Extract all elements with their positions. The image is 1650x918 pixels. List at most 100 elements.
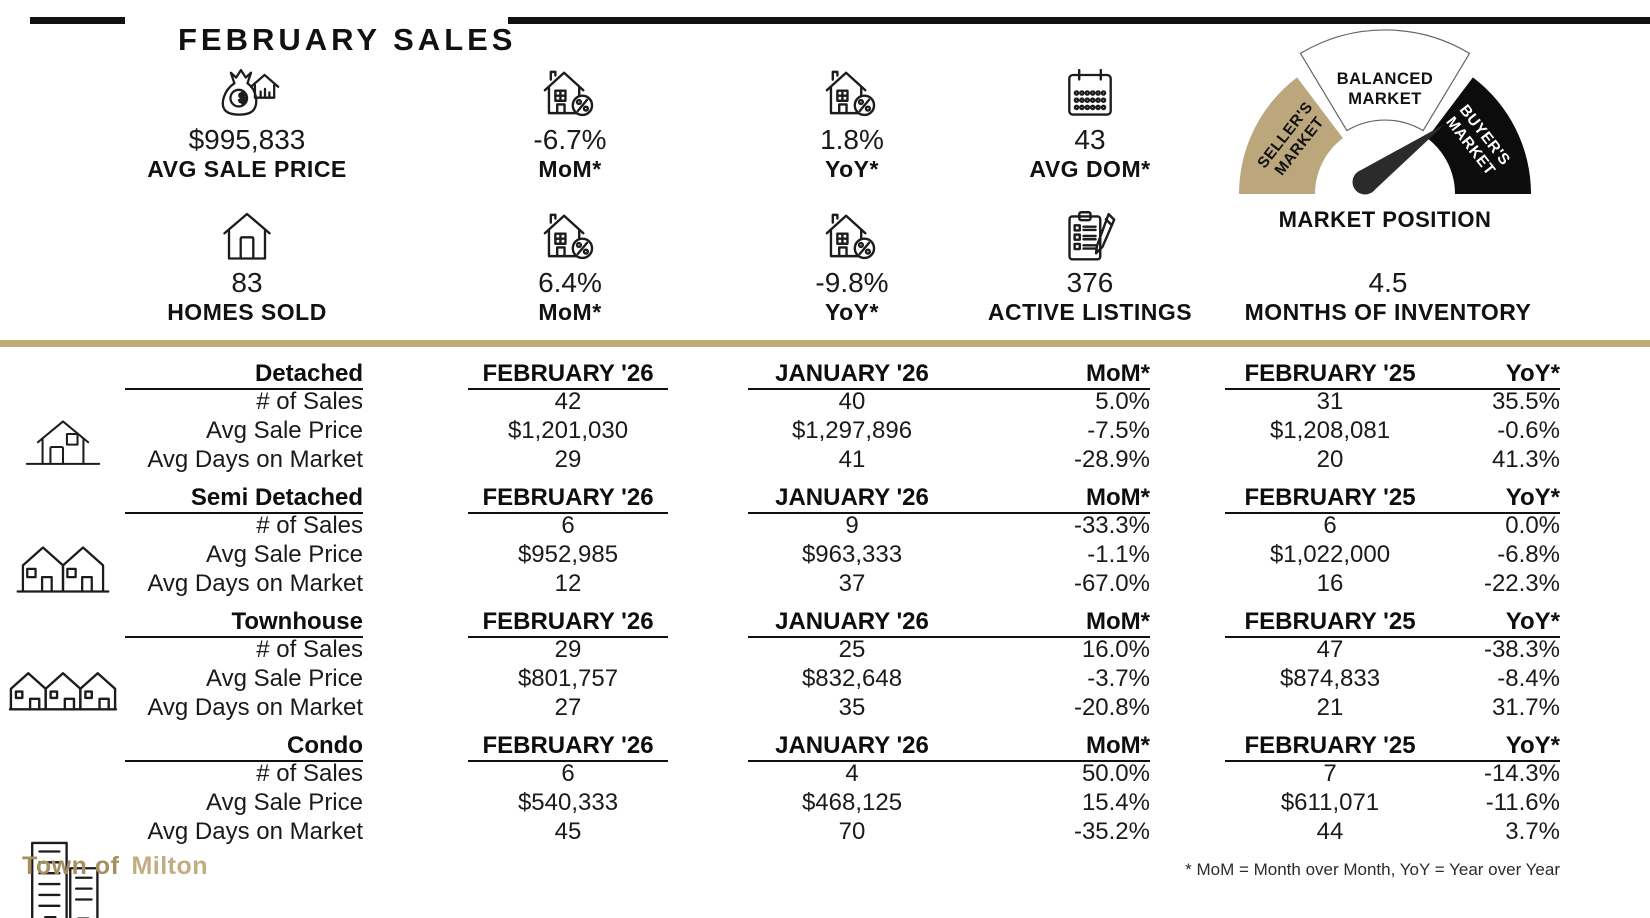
row-label: # of Sales [256,760,363,787]
market-gauge-svg: SELLER'S MARKET BALANCED MARKET BUYER'S … [1239,29,1531,195]
icon-detached [7,412,119,467]
icon-townhouse [7,660,119,713]
cell-february-25: $1,208,081 [1269,417,1391,444]
cell-yoy: 31.7% [1491,694,1560,721]
table-row: Avg Sale Price $1,201,030 $1,297,896 -7.… [125,417,1560,446]
section-header-row: Townhouse FEBRUARY '26 JANUARY '26 MoM* … [125,608,1560,638]
table-row: Avg Sale Price $801,757 $832,648 -3.7% $… [125,665,1560,694]
gauge-needle [1352,124,1445,195]
cell-february-25: 31 [1316,388,1344,415]
table-row: Avg Days on Market 27 35 -20.8% 21 31.7% [125,694,1560,723]
col-header-mom: MoM* [1086,608,1150,635]
col-header-february-26: FEBRUARY '26 [468,608,668,638]
stat-sold-mom: 6.4% MoM* [410,205,730,326]
cell-january-26: $1,297,896 [791,417,913,444]
col-header-february-25: FEBRUARY '25 [1244,608,1416,635]
col-header-february-26: FEBRUARY '26 [468,484,668,514]
property-type-name: Townhouse [125,608,363,638]
cell-mom: -33.3% [1073,512,1150,539]
stat-months-of-inventory: 4.5 MONTHS OF INVENTORY [1228,205,1548,326]
cell-february-25: $611,071 [1280,789,1380,816]
clipboard-pencil-icon [930,205,1250,263]
money-house-icon [87,62,407,120]
stat-value: -9.8% [815,267,889,298]
page-title: FEBRUARY SALES [178,21,517,57]
cell-yoy: -11.6% [1485,789,1560,816]
cell-february-26: 29 [554,636,582,663]
cell-february-26: 12 [554,570,582,597]
cell-mom: 16.0% [1081,636,1150,663]
table-row: # of Sales 29 25 16.0% 47 -38.3% [125,636,1560,665]
row-label: Avg Days on Market [147,818,363,845]
section-divider [0,340,1650,347]
col-header-february-26: FEBRUARY '26 [468,360,668,390]
cell-february-25: 6 [1323,512,1337,539]
cell-january-26: 41 [838,446,866,473]
row-label: # of Sales [256,388,363,415]
section-header-row: Detached FEBRUARY '26 JANUARY '26 MoM* F… [125,360,1560,390]
col-header-yoy: YoY* [1505,608,1560,635]
col-header-january-26: JANUARY '26 [775,484,929,511]
col-header-january-26: JANUARY '26 [775,360,929,387]
cell-mom: -1.1% [1087,541,1150,568]
property-section: Detached FEBRUARY '26 JANUARY '26 MoM* F… [125,360,1560,475]
table-row: Avg Days on Market 45 70 -35.2% 44 3.7% [125,818,1560,847]
house-icon [87,205,407,263]
property-section: Semi Detached FEBRUARY '26 JANUARY '26 M… [125,484,1560,599]
property-section: Townhouse FEBRUARY '26 JANUARY '26 MoM* … [125,608,1560,723]
brand-prefix: Town of [22,852,120,880]
brand-name: Milton [131,852,209,880]
cell-january-26: 70 [838,818,866,845]
header-rule-left [30,17,125,24]
cell-february-26: $952,985 [517,541,619,568]
cell-mom: 5.0% [1095,388,1150,415]
row-label: Avg Days on Market [147,694,363,721]
cell-february-26: $801,757 [517,665,619,692]
row-label: # of Sales [256,636,363,663]
cell-january-26: 4 [845,760,859,787]
cell-february-26: 27 [554,694,582,721]
cell-january-26: 40 [838,388,866,415]
cell-yoy: -0.6% [1497,417,1560,444]
cell-yoy: -14.3% [1483,760,1560,787]
icon-semi [7,534,119,595]
stat-label: MONTHS OF INVENTORY [1244,299,1532,325]
row-label: Avg Sale Price [206,541,363,568]
table-row: # of Sales 6 4 50.0% 7 -14.3% [125,760,1560,789]
stat-sold-yoy: -9.8% YoY* [692,205,1012,326]
cell-mom: -35.2% [1073,818,1150,845]
cell-february-25: 44 [1316,818,1344,845]
cell-yoy: -22.3% [1483,570,1560,597]
cell-yoy: 0.0% [1505,512,1560,539]
gauge-segment-balanced-market [1299,29,1471,132]
stat-value: 376 [1066,267,1114,298]
row-label: Avg Sale Price [206,417,363,444]
cell-february-25: 16 [1316,570,1344,597]
gauge-title: MARKET POSITION [1278,207,1492,232]
property-type-name: Detached [125,360,363,390]
stat-value: 4.5 [1368,267,1408,298]
stat-value: 83 [231,267,263,298]
stat-price-mom: -6.7% MoM* [410,62,730,183]
cell-yoy: -8.4% [1497,665,1560,692]
col-header-mom: MoM* [1086,360,1150,387]
stat-active-listings: 376 ACTIVE LISTINGS [930,205,1250,326]
row-label: Avg Sale Price [206,665,363,692]
house-percent-icon [410,205,730,263]
cell-yoy: 41.3% [1491,446,1560,473]
stat-label: MoM* [538,299,602,325]
cell-january-26: $468,125 [801,789,903,816]
header-rule-right [508,17,1650,24]
col-header-february-25: FEBRUARY '25 [1244,732,1416,759]
table-row: # of Sales 6 9 -33.3% 6 0.0% [125,512,1560,541]
gauge-segment-sellers-market [1239,77,1343,194]
cell-mom: -28.9% [1073,446,1150,473]
cell-january-26: $832,648 [801,665,903,692]
stat-label: MoM* [538,156,602,182]
cell-mom: -3.7% [1087,665,1150,692]
col-header-mom: MoM* [1086,732,1150,759]
cell-january-26: 25 [838,636,866,663]
stat-label: ACTIVE LISTINGS [987,299,1193,325]
cell-mom: 50.0% [1081,760,1150,787]
stat-value: 6.4% [538,267,602,298]
